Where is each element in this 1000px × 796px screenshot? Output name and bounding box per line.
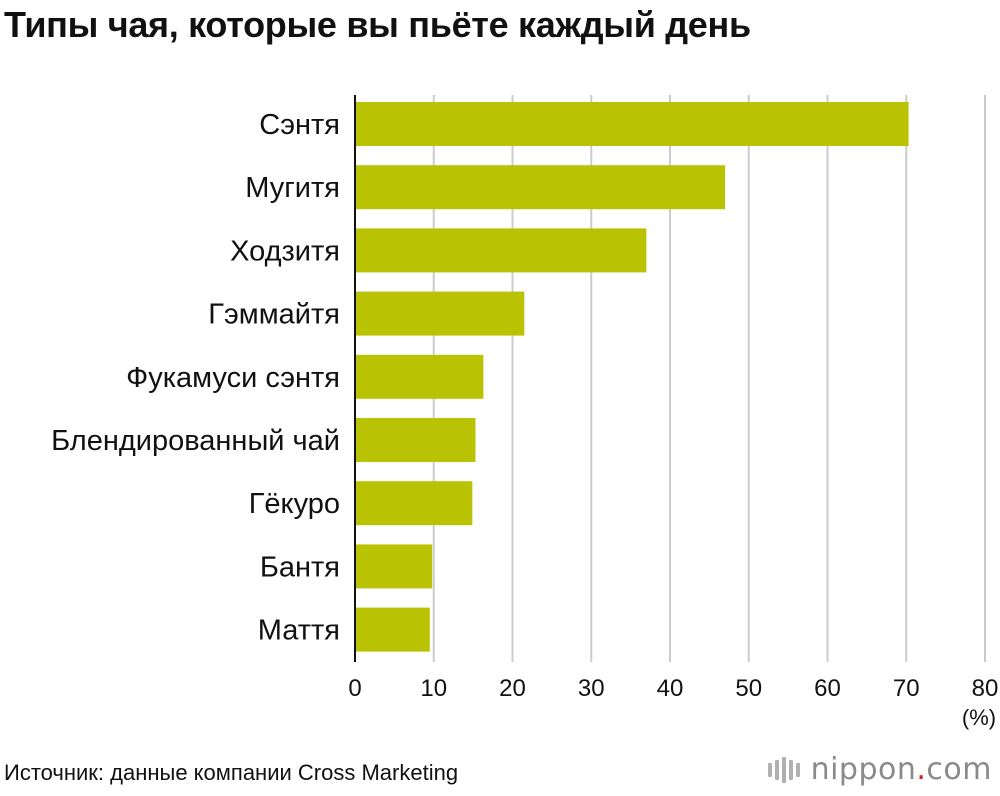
nippon-logo[interactable]: nippon.com (767, 752, 992, 787)
logo-bars-icon (767, 756, 803, 783)
logo-tld: com (926, 752, 992, 787)
logo-text: nippon.com (811, 752, 992, 787)
category-label-2: Ходзитя (230, 235, 340, 267)
category-label-3: Гэммайтя (208, 299, 340, 331)
bar-2 (355, 228, 647, 273)
x-tick-label-60: 60 (814, 675, 841, 702)
x-tick-label-80: 80 (972, 675, 999, 702)
category-label-4: Фукамуси сэнтя (126, 362, 340, 394)
bar-chart: Сэнтя Мугитя Ходзитя Гэммайтя Фукамуси сэнтя… (51, 95, 999, 730)
logo-dot: . (916, 752, 927, 787)
category-label-6: Гёкуро (249, 488, 340, 520)
x-tick-label-50: 50 (735, 675, 762, 702)
category-label-8: Маття (258, 615, 340, 647)
bar-8 (355, 607, 430, 652)
category-label-5: Блендированный чай (51, 425, 340, 457)
logo-name: nippon (810, 752, 917, 787)
category-label-1: Мугитя (245, 172, 340, 204)
chart-title: Типы чая, которые вы пьёте каждый день (4, 4, 751, 45)
bar-3 (355, 291, 525, 336)
category-label-0: Сэнтя (259, 109, 340, 141)
x-tick-label-20: 20 (499, 675, 526, 702)
x-tick-label-10: 10 (420, 675, 447, 702)
x-tick-label-0: 0 (348, 675, 361, 702)
x-tick-label-40: 40 (657, 675, 684, 702)
bar-4 (355, 354, 484, 399)
bar-7 (355, 544, 433, 589)
bar-5 (355, 418, 476, 462)
bar-0 (355, 102, 909, 146)
bar-1 (355, 165, 726, 210)
source-note: Источник: данные компании Cross Marketin… (4, 760, 459, 785)
x-unit-label: (%) (962, 705, 996, 730)
x-tick-label-70: 70 (893, 675, 920, 702)
bar-6 (355, 481, 473, 526)
category-label-7: Бантя (260, 551, 340, 583)
x-tick-label-30: 30 (578, 675, 605, 702)
